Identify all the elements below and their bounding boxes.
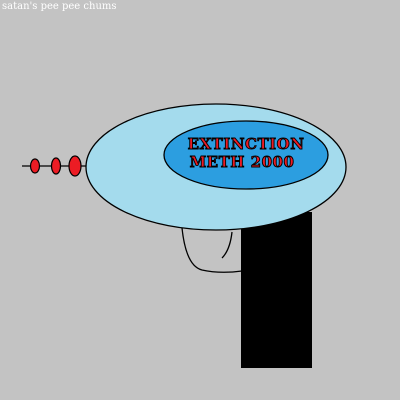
- badge-title-line-2: METH 2000: [190, 153, 295, 171]
- caption-text: satan's pee pee chums: [2, 1, 117, 12]
- badge-title-line-1: EXTINCTION: [188, 135, 305, 153]
- emitter-ring-small: [29, 158, 41, 174]
- gun-handle: [241, 212, 312, 368]
- emitter-ring-large: [68, 155, 82, 177]
- emitter-ring-medium: [50, 157, 62, 175]
- gun-trigger: [181, 227, 243, 273]
- gun-badge: [163, 120, 329, 190]
